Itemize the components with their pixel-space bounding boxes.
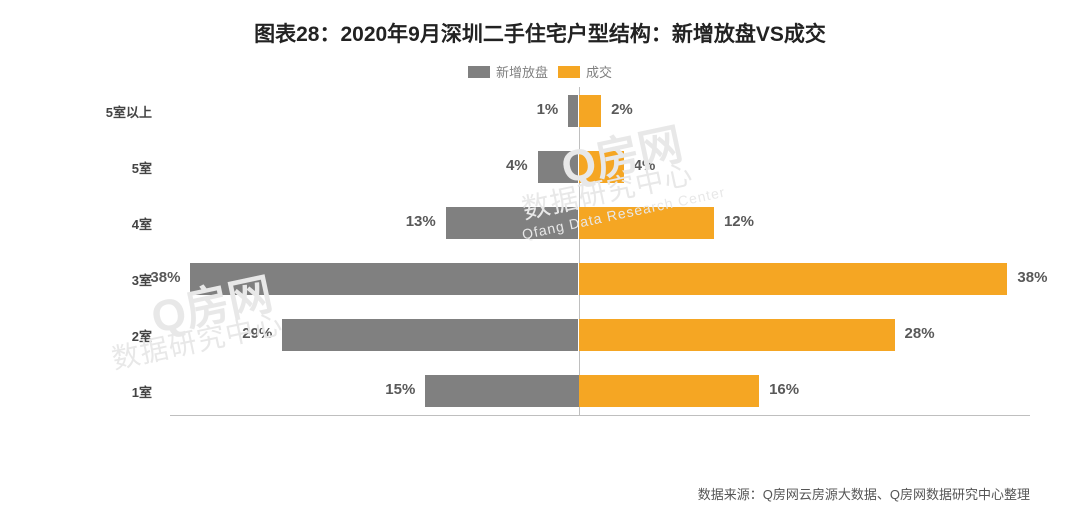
category-label: 4室 [50, 214, 152, 233]
bar-right-label: 12% [724, 213, 754, 230]
bar-left-label: 1% [537, 101, 559, 118]
bar-right-label: 16% [769, 381, 799, 398]
bar-left-label: 15% [385, 381, 415, 398]
bar-right [579, 263, 1008, 295]
bar-right [579, 319, 895, 351]
bar-left [568, 95, 578, 127]
bar-right [579, 95, 602, 127]
bar-right [579, 207, 714, 239]
legend-label: 新增放盘 [496, 62, 548, 81]
legend-swatch [468, 66, 490, 78]
bar-left-label: 38% [150, 269, 180, 286]
center-axis [579, 87, 580, 415]
category-label: 1室 [50, 382, 152, 401]
category-label: 5室以上 [50, 102, 152, 121]
bar-left-label: 4% [506, 157, 528, 174]
bar-right [579, 151, 624, 183]
bar-right-label: 28% [905, 325, 935, 342]
bar-left [190, 263, 578, 295]
legend-item: 新增放盘 [468, 62, 548, 81]
bar-right-label: 38% [1017, 269, 1047, 286]
legend-label: 成交 [586, 62, 612, 81]
legend: 新增放盘 成交 [0, 62, 1080, 81]
bar-left [425, 375, 578, 407]
category-label: 5室 [50, 158, 152, 177]
bar-right-label: 4% [634, 157, 656, 174]
bar-left [446, 207, 579, 239]
bar-left-label: 29% [242, 325, 272, 342]
plot-area: 5室以上1%2%5室4%4%4室13%12%3室38%38%2室29%28%1室… [50, 87, 1030, 415]
category-label: 3室 [50, 270, 152, 289]
legend-swatch [558, 66, 580, 78]
bar-left [538, 151, 579, 183]
bottom-axis [170, 415, 1030, 416]
bar-left [282, 319, 578, 351]
bar-right-label: 2% [611, 101, 633, 118]
chart-title: 图表28：2020年9月深圳二手住宅户型结构：新增放盘VS成交 [0, 0, 1080, 48]
bar-left-label: 13% [406, 213, 436, 230]
category-label: 2室 [50, 326, 152, 345]
bar-right [579, 375, 760, 407]
source-text: 数据来源：Q房网云房源大数据、Q房网数据研究中心整理 [698, 484, 1030, 503]
legend-item: 成交 [558, 62, 612, 81]
